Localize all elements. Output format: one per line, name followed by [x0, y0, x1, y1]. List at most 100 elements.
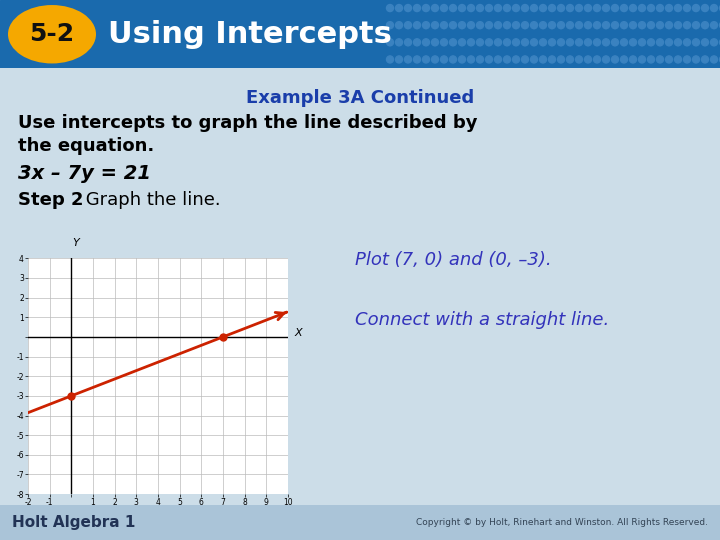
- Circle shape: [683, 22, 690, 29]
- Circle shape: [621, 39, 628, 46]
- Text: Y: Y: [72, 239, 79, 248]
- Circle shape: [503, 39, 510, 46]
- Text: Copyright © by Holt, Rinehart and Winston. All Rights Reserved.: Copyright © by Holt, Rinehart and Winsto…: [416, 518, 708, 528]
- Circle shape: [693, 56, 700, 63]
- Circle shape: [585, 4, 592, 11]
- Circle shape: [675, 4, 682, 11]
- Circle shape: [711, 39, 718, 46]
- Circle shape: [495, 4, 502, 11]
- Text: Use intercepts to graph the line described by: Use intercepts to graph the line describ…: [18, 114, 477, 132]
- Circle shape: [539, 56, 546, 63]
- Circle shape: [405, 56, 412, 63]
- Circle shape: [639, 22, 646, 29]
- Circle shape: [557, 39, 564, 46]
- Circle shape: [387, 4, 394, 11]
- Circle shape: [503, 4, 510, 11]
- Circle shape: [701, 4, 708, 11]
- Circle shape: [693, 22, 700, 29]
- Circle shape: [701, 22, 708, 29]
- Circle shape: [405, 39, 412, 46]
- Circle shape: [647, 22, 654, 29]
- Circle shape: [665, 4, 672, 11]
- Circle shape: [665, 56, 672, 63]
- Circle shape: [693, 4, 700, 11]
- Circle shape: [441, 22, 448, 29]
- Text: Step 2: Step 2: [18, 191, 84, 209]
- Circle shape: [611, 22, 618, 29]
- Text: Graph the line.: Graph the line.: [80, 191, 220, 209]
- Circle shape: [431, 39, 438, 46]
- Circle shape: [413, 4, 420, 11]
- Circle shape: [449, 39, 456, 46]
- Circle shape: [495, 22, 502, 29]
- Circle shape: [639, 56, 646, 63]
- Circle shape: [449, 56, 456, 63]
- Circle shape: [413, 39, 420, 46]
- Circle shape: [665, 22, 672, 29]
- Circle shape: [405, 22, 412, 29]
- Circle shape: [449, 4, 456, 11]
- Circle shape: [503, 22, 510, 29]
- Text: Holt Algebra 1: Holt Algebra 1: [12, 516, 135, 530]
- Circle shape: [647, 4, 654, 11]
- Circle shape: [477, 4, 484, 11]
- Circle shape: [621, 56, 628, 63]
- Circle shape: [513, 56, 520, 63]
- Circle shape: [531, 56, 538, 63]
- Circle shape: [485, 39, 492, 46]
- Circle shape: [431, 4, 438, 11]
- Circle shape: [557, 4, 564, 11]
- Circle shape: [575, 39, 582, 46]
- Circle shape: [423, 4, 430, 11]
- Circle shape: [459, 22, 466, 29]
- Circle shape: [585, 56, 592, 63]
- Circle shape: [629, 39, 636, 46]
- Circle shape: [467, 39, 474, 46]
- Circle shape: [423, 22, 430, 29]
- Circle shape: [585, 22, 592, 29]
- Circle shape: [485, 56, 492, 63]
- Circle shape: [531, 4, 538, 11]
- Circle shape: [459, 39, 466, 46]
- Circle shape: [693, 39, 700, 46]
- Text: Using Intercepts: Using Intercepts: [108, 20, 392, 49]
- Circle shape: [593, 56, 600, 63]
- Circle shape: [495, 39, 502, 46]
- Circle shape: [647, 39, 654, 46]
- Circle shape: [701, 56, 708, 63]
- Text: 5-2: 5-2: [30, 22, 75, 46]
- Circle shape: [621, 22, 628, 29]
- Circle shape: [603, 22, 610, 29]
- Circle shape: [657, 39, 664, 46]
- Circle shape: [575, 4, 582, 11]
- Circle shape: [575, 22, 582, 29]
- Circle shape: [387, 56, 394, 63]
- Circle shape: [647, 56, 654, 63]
- Circle shape: [675, 22, 682, 29]
- Circle shape: [441, 56, 448, 63]
- Circle shape: [603, 4, 610, 11]
- Text: 3x – 7y = 21: 3x – 7y = 21: [18, 164, 151, 183]
- Circle shape: [557, 56, 564, 63]
- Circle shape: [503, 56, 510, 63]
- Circle shape: [441, 39, 448, 46]
- Circle shape: [423, 56, 430, 63]
- Circle shape: [593, 4, 600, 11]
- Circle shape: [539, 39, 546, 46]
- Circle shape: [593, 39, 600, 46]
- Circle shape: [477, 56, 484, 63]
- Circle shape: [567, 4, 574, 11]
- Circle shape: [521, 22, 528, 29]
- Ellipse shape: [8, 5, 96, 64]
- Circle shape: [549, 22, 556, 29]
- Circle shape: [665, 39, 672, 46]
- Circle shape: [639, 39, 646, 46]
- Circle shape: [549, 4, 556, 11]
- Circle shape: [711, 56, 718, 63]
- Circle shape: [513, 4, 520, 11]
- Circle shape: [459, 56, 466, 63]
- Circle shape: [567, 39, 574, 46]
- Circle shape: [603, 56, 610, 63]
- Circle shape: [603, 39, 610, 46]
- Circle shape: [531, 22, 538, 29]
